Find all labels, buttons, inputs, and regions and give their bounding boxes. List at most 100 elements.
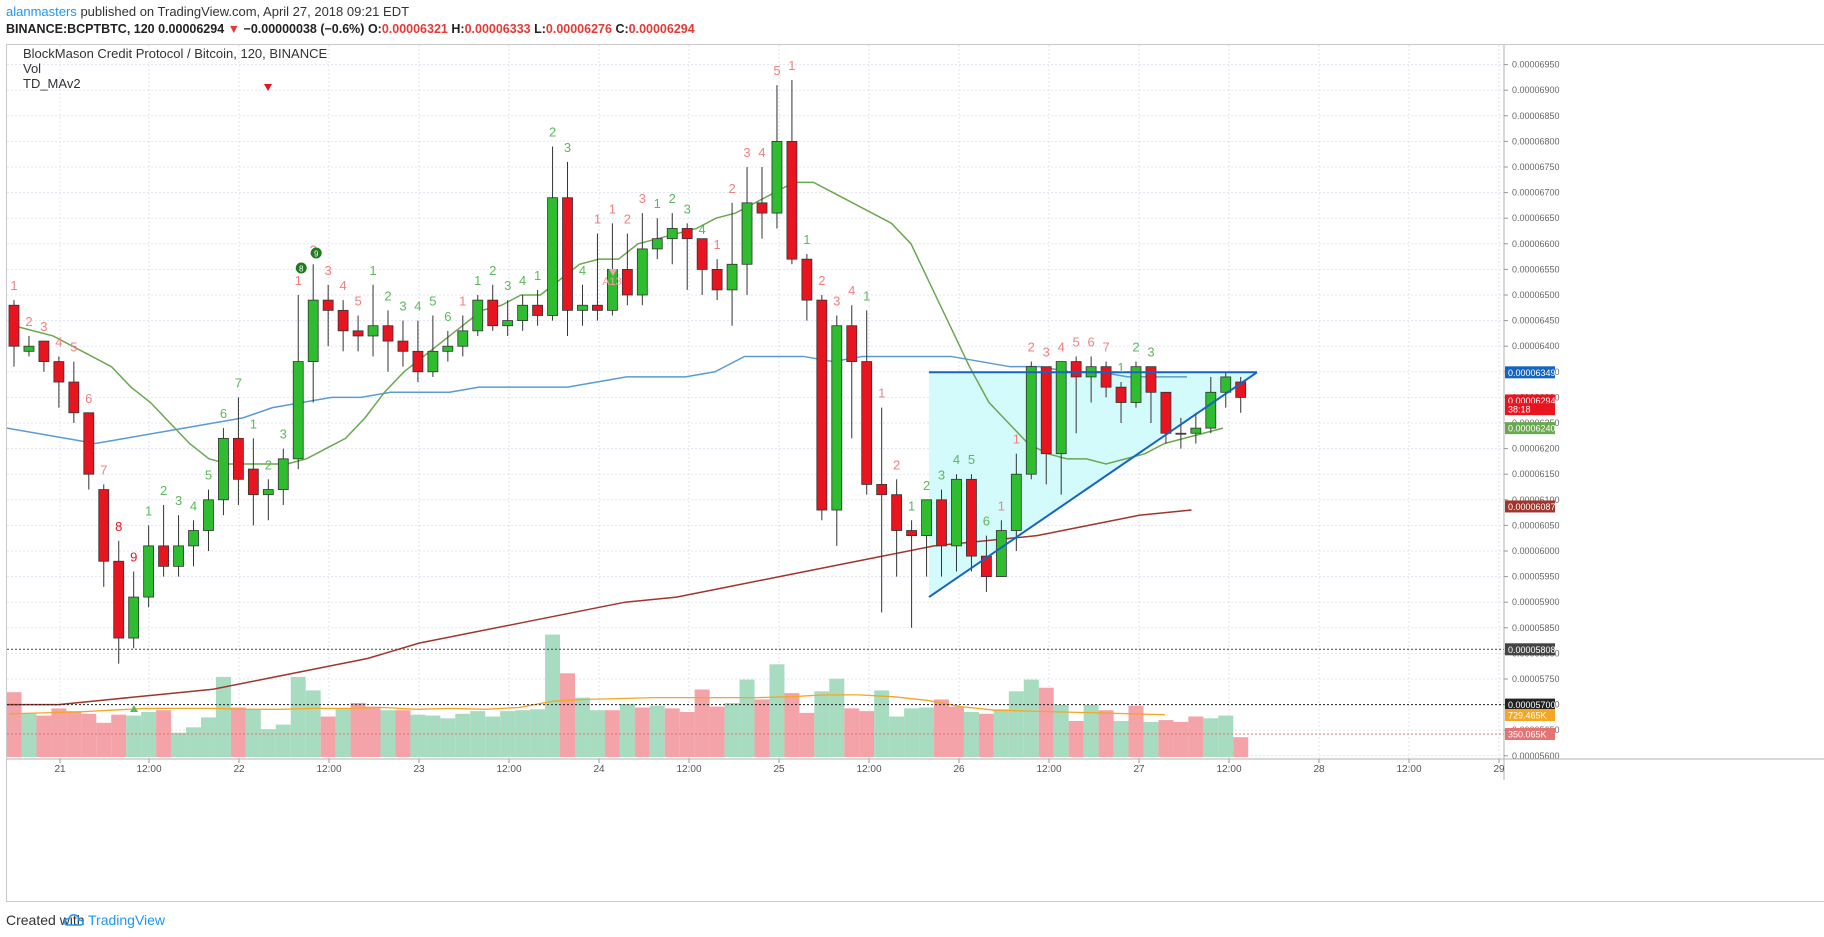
volume-bar (784, 693, 800, 757)
volume-bar (919, 707, 935, 757)
candle-body (247, 468, 259, 496)
candle-body (232, 437, 244, 480)
price-tick-label: 0.00005950 (1512, 572, 1560, 582)
td-count-label: 7 (100, 462, 107, 477)
volume-bar (694, 689, 710, 757)
low-value: 0.00006276 (545, 22, 612, 36)
candle-body (831, 325, 843, 511)
volume-bar (66, 711, 82, 757)
time-tick-label: 22 (233, 764, 245, 775)
td-count-label: 1 (594, 212, 601, 227)
candle-body (188, 530, 199, 547)
candle-body (158, 545, 170, 567)
candle-body (457, 330, 469, 347)
candle-body (53, 361, 65, 383)
volume-bar (1113, 721, 1129, 757)
volume-bar (589, 710, 605, 757)
price-tick-label: 0.00005900 (1512, 597, 1560, 607)
candle-body (532, 304, 543, 316)
candle-body (517, 304, 529, 321)
candle-body (322, 299, 334, 311)
candle-body (502, 320, 514, 327)
candle-body (1025, 366, 1037, 475)
td-count-label: 4 (340, 278, 347, 293)
td-count-label: 4 (758, 145, 765, 160)
grid-lines (7, 45, 1504, 773)
td-count-label: 5 (429, 293, 436, 308)
setup-mark-label: 9 (314, 250, 319, 259)
volume-bar (485, 716, 501, 757)
candle-body (98, 489, 110, 562)
td-count-label: 2 (160, 483, 167, 498)
td-count-label: 7 (235, 375, 242, 390)
tradingview-cloud-icon (64, 914, 84, 926)
price-tick-label: 0.00006600 (1512, 239, 1560, 249)
price-label-text: 0.00006349 (1508, 368, 1556, 378)
td-count-label: 1 (534, 268, 541, 283)
td-count-label: 9 (130, 549, 137, 564)
buy-signal-icon (130, 705, 138, 712)
countdown-triangle-icon (609, 269, 617, 276)
price-chart[interactable]: 1234567891234567123123451234561123412341… (7, 45, 1824, 780)
volume-bar (260, 729, 276, 757)
volume-bar (904, 708, 920, 757)
td-count-label: 2 (669, 191, 676, 206)
tradingview-link[interactable]: TradingView (88, 912, 166, 928)
publish-line: alanmasters published on TradingView.com… (6, 4, 409, 19)
td-count-label: 2 (265, 457, 272, 472)
time-tick-label: 12:00 (136, 764, 161, 775)
candle-body (756, 202, 768, 214)
price-label-box (1505, 643, 1555, 656)
volume-bar (889, 716, 905, 757)
candle-body (412, 350, 424, 373)
candle-body (921, 499, 932, 537)
setup-mark-label: 8 (299, 265, 304, 274)
candle-body (771, 141, 783, 214)
volume-label-text: 729.465K (1508, 711, 1547, 721)
author-link[interactable]: alanmasters (6, 4, 77, 19)
volume-bar (769, 664, 785, 757)
candle-body (128, 596, 140, 639)
volume-bar (410, 714, 426, 757)
candle-body (38, 340, 50, 362)
time-tick-label: 23 (413, 764, 425, 775)
price-label-box (1505, 500, 1555, 513)
indicator-legend: TD_MAv2 (23, 76, 81, 91)
ma-blue-line (7, 355, 1187, 445)
candle-body (427, 350, 439, 373)
volume-bar (829, 678, 845, 757)
candle-body (292, 361, 304, 460)
price-label-box (1505, 422, 1555, 435)
td-count-label: 3 (1147, 345, 1154, 360)
price-label-text: 0.00006087 (1508, 502, 1556, 512)
volume-bar (7, 692, 22, 757)
candle-body (277, 458, 289, 490)
td-count-label: 4 (699, 222, 706, 237)
volume-bar (305, 690, 321, 757)
volume-bar (978, 713, 994, 757)
chart-area[interactable]: 1234567891234567123123451234561123412341… (6, 44, 1824, 902)
td-count-label: 2 (624, 212, 631, 227)
footer: Created with TradingView (0, 903, 1824, 937)
price-label-box (1505, 403, 1555, 416)
volume-bar (290, 676, 306, 757)
candle-body (741, 202, 753, 265)
candle-body (1115, 386, 1127, 403)
close-value: 0.00006294 (628, 22, 695, 36)
volume-bar (934, 699, 950, 757)
candle-body (1175, 432, 1187, 435)
volume-bar (814, 691, 830, 757)
price-tick-label: 0.00006800 (1512, 136, 1560, 146)
time-tick-label: 12:00 (496, 764, 521, 775)
candle-body (68, 381, 80, 414)
price-tick-label: 0.00006700 (1512, 188, 1560, 198)
volume-bar (230, 707, 246, 757)
volume-bar (754, 699, 770, 757)
td-count-label: 1 (908, 498, 915, 513)
candle-body (1190, 427, 1202, 434)
time-tick-label: 24 (593, 764, 605, 775)
candle-body (726, 263, 738, 291)
volume-bar (440, 718, 456, 757)
volume-bar (36, 715, 52, 757)
candle-body (936, 499, 947, 547)
